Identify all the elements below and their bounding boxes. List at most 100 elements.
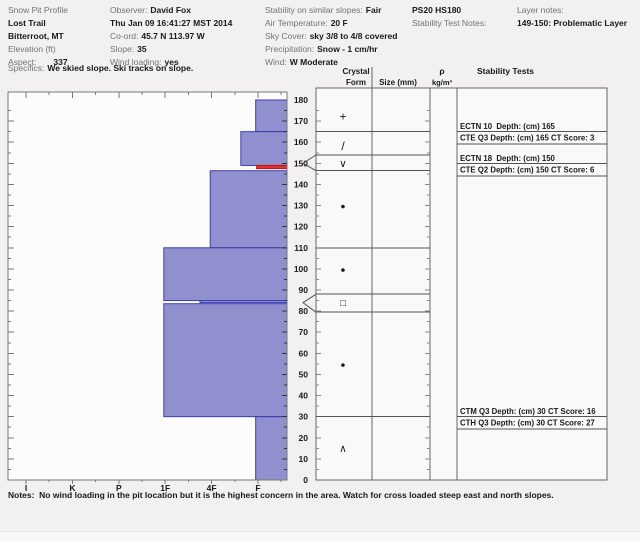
header-column-observer: Observer: David Fox Thu Jan 09 16:41:27 M… — [110, 4, 232, 69]
header-column-pit-codes: PS20 HS180 Stability Test Notes: — [412, 4, 490, 30]
snow-layer-bar — [163, 303, 288, 418]
precipitation-value: Snow - 1 cm/hr — [317, 44, 378, 54]
field-row: Aspect: 337 — [8, 56, 71, 69]
slope-value: 35 — [137, 44, 147, 54]
depth-axis-label: 180 — [294, 95, 308, 105]
form-column-header: Form — [346, 78, 366, 87]
depth-axis-label: 0 — [303, 475, 308, 485]
depth-axis-label: 120 — [294, 222, 308, 232]
stability-test-result: CTH Q3 Depth: (cm) 30 CT Score: 27 — [460, 419, 595, 428]
stability-test-result: CTM Q3 Depth: (cm) 30 CT Score: 16 — [460, 407, 596, 416]
depth-axis-label: 30 — [299, 412, 309, 422]
layer-notes-label: Layer notes: — [517, 5, 564, 15]
notes-line: Notes: No wind loading in the pit locati… — [8, 490, 554, 500]
field-row: Observer: David Fox — [110, 5, 191, 15]
field-row: Precipitation: Snow - 1 cm/hr — [265, 44, 378, 54]
header-column-layer-notes: Layer notes: 149-150: Problematic Layer — [517, 4, 627, 30]
field-row: Slope: 35 — [110, 44, 147, 54]
bottom-strip — [0, 531, 640, 542]
density-column-header: ρ — [439, 66, 444, 76]
site-name: Lost Trail — [8, 18, 46, 28]
crystal-size-density-columns — [315, 87, 458, 481]
precipitation-particles-symbol: + — [339, 109, 346, 123]
stability-test-result: ECTN 10 Depth: (cm) 165 — [460, 122, 556, 131]
field-row: PS20 HS180 — [412, 4, 490, 17]
snow-layer-bar — [255, 416, 288, 481]
hardness-bars — [163, 99, 288, 481]
surface-hoar-symbol: ∨ — [339, 158, 347, 170]
wind-loading-value: yes — [164, 57, 179, 67]
snow-layer-bar — [240, 131, 288, 166]
aspect-label: Aspect: — [8, 57, 37, 67]
sky-cover-value: sky 3/8 to 4/8 covered — [309, 31, 398, 41]
field-row: Stability Test Notes: — [412, 17, 490, 30]
stability-test-result: ECTN 18 Depth: (cm) 150 — [460, 154, 556, 163]
layer-flag-arrow — [302, 293, 317, 313]
field-row: Stability on similar slopes: Fair — [265, 5, 382, 15]
hardness-axis-label: F — [255, 483, 260, 493]
field-row: Thu Jan 09 16:41:27 MST 2014 — [110, 17, 232, 30]
size-column-header: Size (mm) — [379, 78, 417, 87]
depth-axis-label: 170 — [294, 116, 308, 126]
field-row: Sky Cover: sky 3/8 to 4/8 covered — [265, 31, 398, 41]
depth-axis-label: 110 — [294, 243, 308, 253]
stability-tests-header: Stability Tests — [477, 66, 534, 76]
field-row: Bitterroot, MT — [8, 30, 71, 43]
snow-layer-bar — [255, 99, 288, 133]
specifics-row: Specifics: We skied slope. Ski tracks on … — [8, 63, 193, 73]
depth-hoar-symbol: ∧ — [339, 443, 347, 455]
stability-test-result: CTE Q3 Depth: (cm) 165 CT Score: 3 — [460, 134, 595, 143]
density-unit-header: kg/m³ — [432, 78, 453, 87]
depth-axis-label: 160 — [294, 137, 308, 147]
field-row: Elevation (ft) — [8, 43, 71, 56]
stability-value: Fair — [365, 5, 382, 15]
field-row: Snow Pit Profile — [8, 4, 71, 17]
depth-axis-label: 60 — [299, 348, 309, 358]
observer-value: David Fox — [150, 5, 191, 15]
depth-axis-label: 140 — [294, 179, 308, 189]
stability-tests-box — [456, 87, 608, 481]
air-temperature-value: 20 F — [330, 18, 348, 28]
depth-axis-label: 70 — [299, 327, 309, 337]
header-column-conditions: Stability on similar slopes: Fair Air Tem… — [265, 4, 397, 69]
field-row: 149-150: Problematic Layer — [517, 17, 627, 30]
field-row: Co-ord: 45.7 N 113.97 W — [110, 31, 205, 41]
hardness-axis-label: 4F — [207, 483, 217, 493]
report-title: Snow Pit Profile — [8, 5, 68, 15]
depth-axis-label: 40 — [299, 391, 309, 401]
coordinates-value: 45.7 N 113.97 W — [141, 31, 205, 41]
specifics-value: We skied slope. Ski tracks on slope. — [47, 63, 194, 73]
depth-axis-label: 80 — [299, 306, 309, 316]
aspect-value: 337 — [53, 57, 68, 67]
snow-layer-bar — [199, 300, 288, 304]
field-row: Wind: W Moderate — [265, 57, 338, 67]
plot-border — [7, 91, 288, 481]
pit-code-value: PS20 HS180 — [412, 5, 462, 15]
stability-test-result: CTE Q2 Depth: (cm) 150 CT Score: 6 — [460, 165, 595, 174]
snow-layer-bar — [163, 247, 288, 302]
hardness-axis-label: P — [116, 483, 122, 493]
specifics-label: Specifics: — [8, 63, 45, 73]
field-row: Air Temperature: 20 F — [265, 18, 348, 28]
region-name: Bitterroot, MT — [8, 31, 64, 41]
depth-axis-label: 90 — [299, 285, 309, 295]
snow-layer-bar — [209, 170, 288, 249]
depth-axis-label: 20 — [299, 433, 309, 443]
field-row: Wind loading: yes — [110, 57, 179, 67]
depth-axis-label: 100 — [294, 264, 308, 274]
datetime-value: Thu Jan 09 16:41:27 MST 2014 — [110, 18, 233, 28]
depth-axis-label: 10 — [299, 454, 309, 464]
depth-axis-label: 50 — [299, 369, 309, 379]
crystal-column-header: Crystal — [342, 67, 369, 76]
depth-axis-label: 130 — [294, 201, 308, 211]
problem-layer-bar — [256, 164, 288, 170]
decomposing-fragments-symbol: / — [341, 139, 345, 153]
header-column-location: Snow Pit Profile Lost Trail Bitterroot, … — [8, 4, 71, 69]
elevation-label: Elevation (ft) — [8, 44, 56, 54]
wind-value: W Moderate — [289, 57, 338, 67]
field-row: Layer notes: — [517, 4, 627, 17]
hardness-axis-label: I — [25, 483, 27, 493]
rounded-grains-symbol: ● — [340, 201, 345, 211]
